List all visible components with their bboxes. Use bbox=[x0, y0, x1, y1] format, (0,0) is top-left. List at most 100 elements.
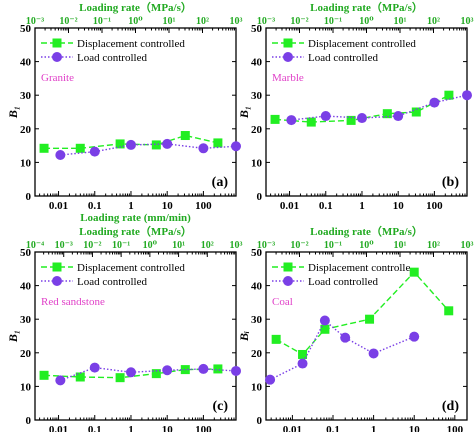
y-tick-label: 40 bbox=[251, 281, 263, 293]
data-point-displacement bbox=[444, 306, 454, 316]
top-tick-label: 10³ bbox=[461, 240, 474, 251]
legend-marker bbox=[52, 38, 62, 48]
y-tick-label: 30 bbox=[251, 90, 263, 102]
top-tick-label: 10⁻¹ bbox=[112, 240, 130, 251]
series-line-displacement bbox=[44, 134, 219, 149]
y-tick-label: 30 bbox=[251, 314, 263, 326]
x-tick-label: 1 bbox=[371, 424, 377, 432]
x-tick-label: 0.01 bbox=[280, 200, 299, 212]
y-tick-label: 20 bbox=[20, 348, 32, 360]
data-point-displacement bbox=[180, 131, 190, 141]
data-point-load bbox=[393, 111, 404, 122]
top-tick-label: 10⁻³ bbox=[257, 16, 275, 27]
top-tick-label: 10⁻¹ bbox=[324, 16, 342, 27]
y-axis-label: Bᵢ bbox=[237, 331, 251, 342]
y-tick-label: 50 bbox=[251, 247, 263, 259]
series-line-displacement bbox=[275, 271, 450, 356]
x-tick-label: 1 bbox=[128, 424, 134, 432]
panel-label: (b) bbox=[442, 175, 459, 190]
y-tick-label: 10 bbox=[20, 381, 32, 393]
legend-marker bbox=[283, 262, 293, 272]
data-point-displacement bbox=[346, 115, 356, 125]
data-point-load bbox=[320, 111, 331, 122]
data-point-load bbox=[409, 331, 420, 342]
x-tick-label: 100 bbox=[195, 200, 212, 212]
x-tick-label: 0.1 bbox=[326, 424, 340, 432]
legend-marker bbox=[283, 52, 293, 62]
x-tick-label: 100 bbox=[426, 200, 443, 212]
data-point-displacement bbox=[320, 324, 330, 334]
data-point-load bbox=[368, 348, 379, 359]
top-tick-label: 10⁻² bbox=[290, 16, 308, 27]
top-tick-label: 10¹ bbox=[394, 16, 407, 27]
chart-panel-c: 0 10 20 30 40 50 B₁ 0.01 0.1 1 10 100 10⁻⁴ 10⁻³ 10⁻² 10… bbox=[6, 225, 243, 432]
y-tick-label: 10 bbox=[251, 381, 263, 393]
data-point-load bbox=[319, 315, 330, 326]
plot-frame bbox=[34, 251, 237, 421]
y-tick-label: 10 bbox=[20, 157, 32, 169]
data-point-load bbox=[286, 115, 297, 126]
data-point-displacement bbox=[151, 140, 161, 150]
y-axis-label: B₁ bbox=[6, 330, 20, 343]
x-tick-label: 10 bbox=[162, 200, 174, 212]
top-tick-label: 10⁰ bbox=[143, 240, 158, 251]
top-axis-title: Loading rate（MPa/s） bbox=[79, 225, 192, 238]
y-tick-label: 20 bbox=[251, 348, 263, 360]
data-point-displacement bbox=[382, 109, 392, 119]
top-axis-title: Loading rate（MPa/s） bbox=[310, 1, 423, 14]
top-tick-label: 10⁻² bbox=[59, 16, 77, 27]
chart-panel-d: 0 10 20 30 40 50 Bᵢ 0.01 0.1 1 10 100 10⁻³ 10⁻² 10⁻¹ 10… bbox=[237, 225, 474, 432]
x-tick-label: 10 bbox=[393, 200, 405, 212]
top-tick-label: 10² bbox=[427, 240, 440, 251]
data-point-load bbox=[55, 150, 66, 161]
top-tick-label: 10¹ bbox=[394, 240, 407, 251]
data-point-load bbox=[297, 358, 308, 369]
data-point-displacement bbox=[75, 143, 85, 153]
y-tick-label: 0 bbox=[26, 415, 32, 427]
top-tick-label: 10⁰ bbox=[359, 16, 374, 27]
data-point-load bbox=[162, 365, 173, 376]
legend-label: Load controlled bbox=[308, 276, 378, 288]
legend-marker bbox=[52, 262, 62, 272]
x-tick-label: 0.01 bbox=[283, 424, 302, 432]
x-tick-label: 1 bbox=[128, 200, 134, 212]
panel-label: (c) bbox=[212, 399, 228, 414]
legend-marker bbox=[283, 276, 293, 286]
data-point-load bbox=[429, 97, 440, 108]
legend-label: Load controlled bbox=[77, 52, 147, 64]
top-tick-label: 10² bbox=[201, 240, 214, 251]
top-tick-label: 10⁻² bbox=[83, 240, 101, 251]
data-point-load bbox=[55, 375, 66, 386]
x-tick-label: 0.01 bbox=[49, 424, 68, 432]
legend-marker bbox=[52, 52, 62, 62]
data-point-displacement bbox=[115, 373, 125, 383]
data-point-displacement bbox=[306, 117, 316, 127]
data-point-displacement bbox=[409, 267, 419, 277]
y-tick-label: 50 bbox=[20, 247, 32, 259]
y-axis-label: B₁ bbox=[6, 106, 20, 119]
top-tick-label: 10⁻⁴ bbox=[26, 240, 44, 251]
y-tick-label: 10 bbox=[251, 157, 263, 169]
legend-label: Displacement controlled bbox=[77, 262, 185, 274]
top-tick-label: 10³ bbox=[230, 16, 243, 27]
data-point-load bbox=[356, 113, 367, 124]
top-tick-label: 10¹ bbox=[172, 240, 185, 251]
top-tick-label: 10³ bbox=[461, 16, 474, 27]
y-tick-label: 20 bbox=[20, 124, 32, 136]
y-tick-label: 40 bbox=[20, 281, 32, 293]
data-point-load bbox=[198, 143, 209, 154]
series-line-load bbox=[60, 366, 237, 382]
y-tick-label: 20 bbox=[251, 124, 263, 136]
data-point-displacement bbox=[365, 314, 375, 324]
data-point-load bbox=[198, 363, 209, 374]
data-point-load bbox=[231, 365, 241, 376]
legend-marker bbox=[283, 38, 293, 48]
panel-label: (a) bbox=[212, 175, 229, 190]
data-point-displacement bbox=[411, 107, 421, 117]
data-point-displacement bbox=[39, 370, 49, 380]
data-point-load bbox=[231, 141, 241, 152]
top-tick-label: 10⁻² bbox=[290, 240, 308, 251]
top-tick-label: 10⁰ bbox=[359, 240, 374, 251]
y-tick-label: 40 bbox=[251, 57, 263, 69]
